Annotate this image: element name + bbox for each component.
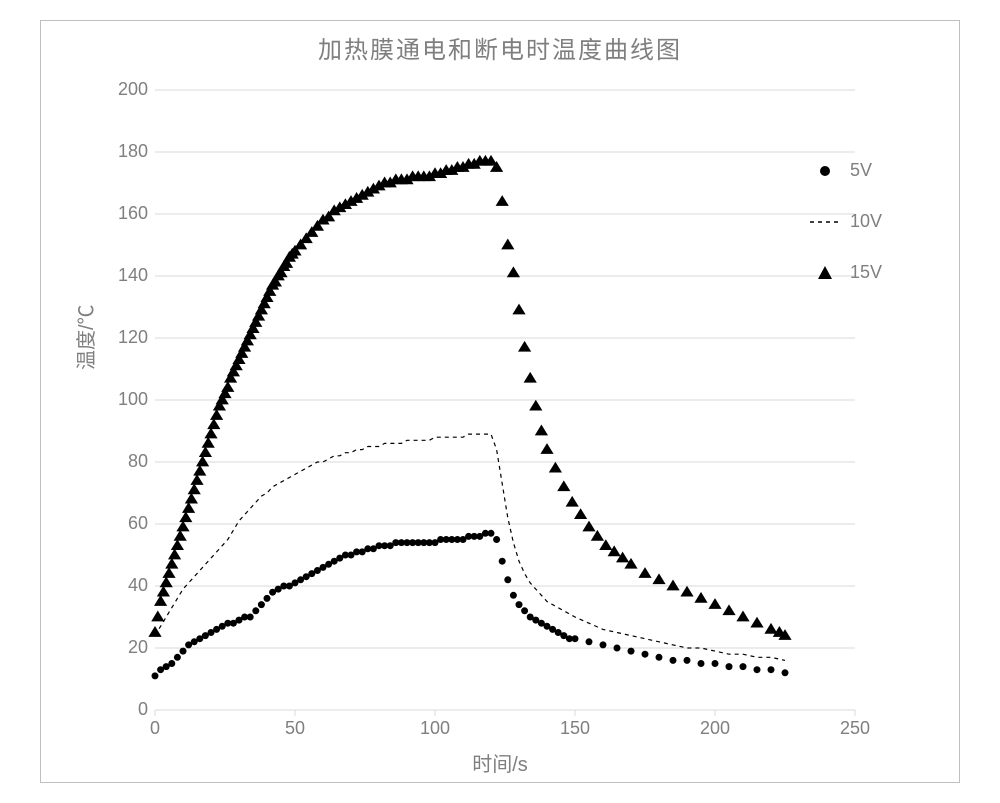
plot-area [155, 90, 855, 710]
y-tick-label: 60 [98, 513, 148, 534]
x-tick-label: 250 [830, 718, 880, 739]
y-tick-label: 180 [98, 141, 148, 162]
dash-icon [810, 212, 840, 232]
y-tick-label: 80 [98, 451, 148, 472]
x-tick-label: 50 [270, 718, 320, 739]
legend-item-5v: 5V [810, 160, 882, 181]
x-tick-label: 150 [550, 718, 600, 739]
circle-icon [810, 161, 840, 181]
chart-figure: 加热膜通电和断电时温度曲线图 温度/℃ 0 20 40 60 80 100 120 140 16… [0, 0, 1000, 803]
x-tick-label: 0 [130, 718, 180, 739]
x-tick-label: 100 [410, 718, 460, 739]
y-tick-label: 200 [98, 79, 148, 100]
y-axis-label: 温度/℃ [70, 304, 99, 370]
legend-item-10v: 10V [810, 211, 882, 232]
legend-label: 10V [850, 211, 882, 232]
chart-title: 加热膜通电和断电时温度曲线图 [40, 30, 960, 65]
legend: 5V 10V 15V [810, 160, 882, 313]
y-tick-label: 100 [98, 389, 148, 410]
x-axis-label: 时间/s [40, 748, 960, 777]
legend-label: 15V [850, 262, 882, 283]
y-tick-label: 140 [98, 265, 148, 286]
x-tick-label: 200 [690, 718, 740, 739]
y-tick-label: 0 [98, 699, 148, 720]
triangle-icon [810, 263, 840, 283]
y-tick-label: 20 [98, 637, 148, 658]
plot-svg [155, 90, 855, 710]
legend-label: 5V [850, 160, 872, 181]
legend-item-15v: 15V [810, 262, 882, 283]
y-tick-label: 160 [98, 203, 148, 224]
y-tick-label: 40 [98, 575, 148, 596]
y-tick-label: 120 [98, 327, 148, 348]
